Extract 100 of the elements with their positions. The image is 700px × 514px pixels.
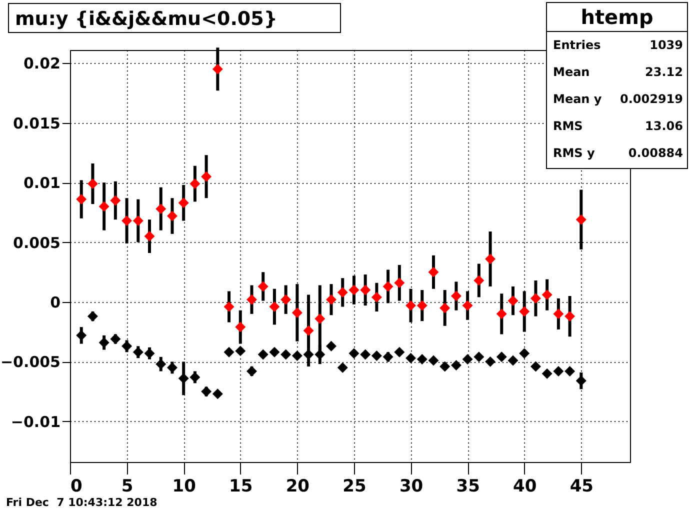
point [144, 348, 155, 359]
point [201, 171, 212, 182]
point [280, 349, 292, 360]
point [144, 231, 155, 242]
point [406, 300, 416, 311]
point [542, 368, 552, 379]
point [576, 376, 586, 386]
point [360, 284, 371, 296]
point [371, 350, 382, 361]
point [122, 216, 132, 226]
point [76, 330, 87, 341]
point [314, 349, 326, 360]
point [132, 346, 144, 358]
point [394, 278, 405, 288]
point [87, 178, 98, 189]
point [337, 287, 348, 298]
point [428, 355, 439, 366]
point [110, 334, 121, 344]
x-tick-label: 30 [399, 476, 424, 496]
point [314, 313, 326, 324]
text: htemp [547, 3, 687, 32]
point [246, 366, 257, 376]
x-tick-label: 20 [286, 476, 310, 496]
point [98, 337, 110, 348]
point [542, 290, 552, 300]
point [519, 348, 530, 359]
point [474, 352, 484, 362]
point [76, 194, 87, 205]
x-tick-label: 10 [172, 476, 196, 496]
point [416, 354, 428, 365]
point [280, 294, 292, 305]
point [156, 358, 166, 370]
point [530, 361, 541, 372]
y-tick-label: 0.01 [23, 174, 60, 192]
point [382, 281, 394, 292]
point [519, 306, 530, 317]
point [156, 204, 166, 214]
point [224, 346, 234, 358]
point [371, 292, 382, 302]
point [440, 361, 450, 372]
point [406, 352, 416, 364]
point [201, 386, 212, 397]
point [462, 300, 473, 311]
point [303, 349, 314, 360]
point [132, 216, 144, 226]
point [382, 352, 394, 362]
y-tick-label: −0.01 [10, 412, 60, 431]
y-tick-label: 0.005 [13, 234, 60, 252]
point [303, 325, 314, 336]
point [122, 340, 132, 352]
x-tick-label: 45 [570, 476, 594, 496]
point [212, 388, 223, 400]
point [440, 302, 450, 314]
point [485, 356, 496, 367]
point [224, 302, 234, 312]
x-tick-label: 0 [70, 476, 82, 496]
point [178, 198, 189, 208]
point [235, 322, 246, 332]
text: Fri Dec 7 10:43:12 2018 [6, 496, 158, 509]
x-tick-label: 5 [121, 476, 134, 496]
point [190, 178, 200, 189]
point [508, 296, 518, 306]
point [235, 346, 246, 356]
point [87, 311, 98, 322]
point [348, 284, 360, 296]
text: RMS 13.06 [553, 119, 683, 133]
point [576, 214, 586, 225]
point [110, 195, 121, 206]
point [474, 275, 484, 286]
point [462, 354, 473, 365]
point [564, 366, 576, 376]
point [496, 352, 507, 362]
point [553, 366, 564, 376]
point [508, 355, 518, 366]
point [246, 294, 257, 305]
point [360, 349, 371, 360]
point [178, 373, 189, 384]
y-tick-label: 0.02 [23, 54, 60, 73]
text: Mean y 0.002919 [553, 92, 683, 106]
y-tick-label: −0.005 [0, 353, 60, 372]
point [258, 281, 268, 292]
point [269, 346, 280, 358]
point [553, 308, 564, 320]
point [450, 360, 462, 371]
text: RMS y 0.00884 [553, 146, 683, 160]
point [428, 266, 439, 278]
point [190, 372, 200, 382]
point [485, 254, 496, 264]
x-tick-label: 15 [229, 476, 253, 496]
x-tick-label: 25 [342, 476, 366, 496]
point [166, 362, 178, 373]
point [348, 348, 360, 359]
point [292, 350, 302, 361]
text: Mean 23.12 [553, 65, 683, 79]
point [166, 210, 178, 222]
point [564, 311, 576, 322]
y-tick-label: 0 [50, 293, 60, 312]
point [269, 302, 280, 312]
text: Entries 1039 [553, 38, 683, 52]
point [416, 300, 428, 311]
